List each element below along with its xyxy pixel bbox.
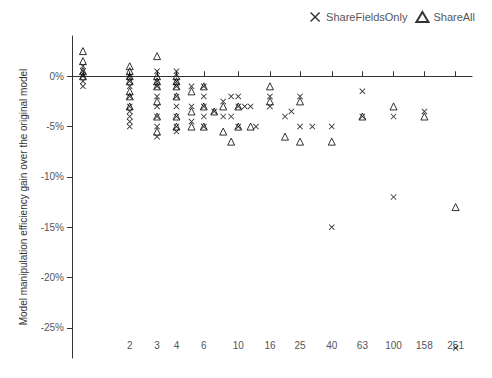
svg-text:63: 63: [357, 340, 369, 351]
svg-text:3: 3: [154, 340, 160, 351]
svg-text:-5%: -5%: [46, 121, 64, 132]
svg-text:-15%: -15%: [41, 222, 64, 233]
svg-text:40: 40: [326, 340, 338, 351]
svg-text:251: 251: [447, 340, 464, 351]
svg-text:100: 100: [385, 340, 402, 351]
svg-text:ShareAll: ShareAll: [433, 11, 475, 23]
svg-text:10: 10: [233, 340, 245, 351]
svg-text:-25%: -25%: [41, 322, 64, 333]
svg-text:0%: 0%: [50, 71, 65, 82]
svg-text:158: 158: [416, 340, 433, 351]
svg-text:Model manipulation efficiency: Model manipulation efficiency gain over …: [18, 69, 29, 326]
svg-text:ShareFieldsOnly: ShareFieldsOnly: [326, 11, 408, 23]
svg-text:2: 2: [127, 340, 133, 351]
svg-text:6: 6: [201, 340, 207, 351]
svg-text:-10%: -10%: [41, 171, 64, 182]
svg-text:4: 4: [174, 340, 180, 351]
svg-text:16: 16: [264, 340, 276, 351]
svg-text:25: 25: [294, 340, 306, 351]
svg-text:-20%: -20%: [41, 272, 64, 283]
